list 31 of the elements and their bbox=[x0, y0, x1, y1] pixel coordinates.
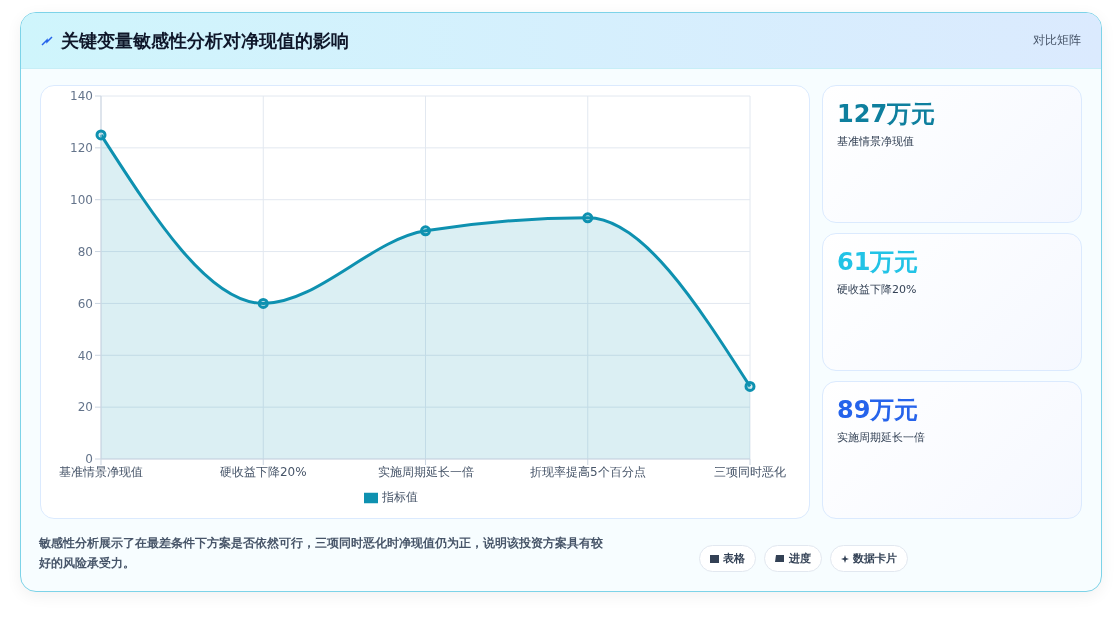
y-tick-label: 20 bbox=[77, 400, 93, 415]
y-tick-label: 40 bbox=[77, 348, 93, 363]
point bbox=[95, 129, 107, 141]
text: 表格 bbox=[699, 545, 756, 572]
x-tick-label: 折现率提高5个百分点 bbox=[529, 464, 646, 479]
text: 61万元 bbox=[837, 247, 920, 278]
point bbox=[420, 225, 431, 237]
point bbox=[744, 380, 756, 392]
y-tick-label: 100 bbox=[70, 192, 93, 207]
y-tick-label: 0 bbox=[85, 452, 93, 467]
y-tick-label: 120 bbox=[70, 141, 93, 156]
x-tick-label: 实施周期延长一倍 bbox=[377, 464, 474, 479]
text: 对比矩阵 bbox=[1033, 32, 1081, 49]
text: 硬收益下降20% bbox=[837, 282, 918, 297]
y-tick-label: 60 bbox=[77, 296, 93, 311]
chart-title: 关键变量敏感性分析对净现值的影响 bbox=[61, 28, 349, 53]
legend-label: 指标值 bbox=[381, 490, 418, 504]
text: 数据卡片 bbox=[830, 545, 908, 572]
text: 实施周期延长一倍 bbox=[837, 430, 926, 445]
point bbox=[582, 212, 594, 224]
text: 进度 bbox=[764, 545, 822, 572]
x-tick-label: 硬收益下降20% bbox=[219, 464, 307, 479]
y-tick-label: 80 bbox=[77, 244, 93, 259]
y-tick-label: 140 bbox=[70, 89, 93, 104]
x-tick-label: 基准情景净现值 bbox=[59, 464, 143, 479]
text: 127万元 bbox=[837, 99, 937, 130]
text: 89万元 bbox=[837, 395, 920, 426]
x-tick-label: 三项同时恶化 bbox=[714, 464, 786, 479]
point bbox=[257, 297, 269, 309]
text: 敏感性分析展示了在最差条件下方案是否依然可行，三项同时恶化时净现值仍为正，说明该投资方案具有较好的风险承受力。 bbox=[39, 535, 604, 572]
text: 基准情景净现值 bbox=[837, 134, 915, 149]
